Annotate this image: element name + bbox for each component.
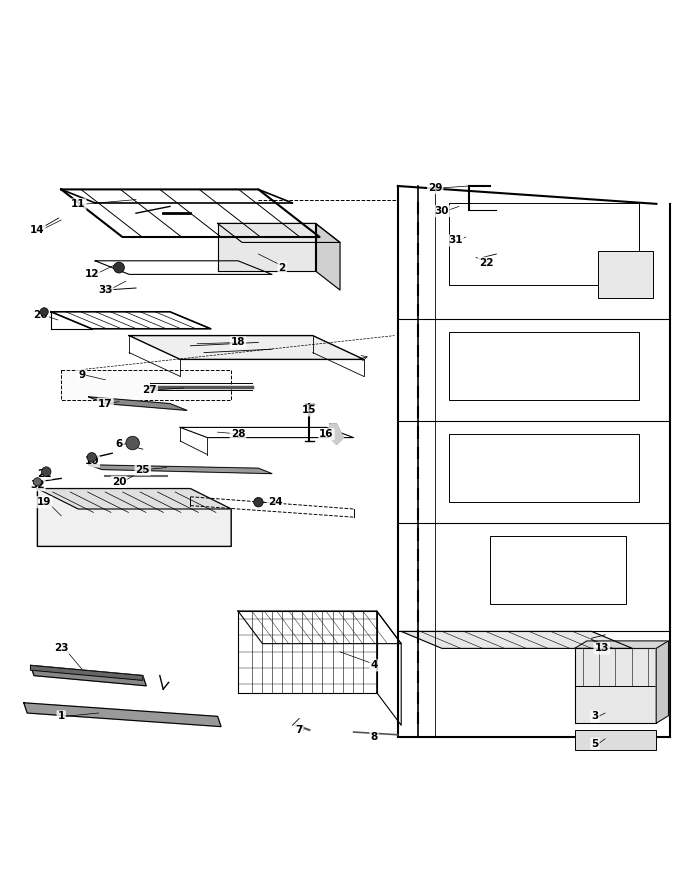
Text: 19: 19 xyxy=(37,497,52,507)
Text: 15: 15 xyxy=(302,406,317,415)
Circle shape xyxy=(33,478,41,486)
Polygon shape xyxy=(37,489,231,547)
Polygon shape xyxy=(575,641,668,648)
Bar xyxy=(449,333,639,400)
Text: 14: 14 xyxy=(30,225,45,235)
Text: 30: 30 xyxy=(435,206,449,216)
Text: 10: 10 xyxy=(84,456,99,467)
Text: 25: 25 xyxy=(135,465,150,475)
Text: 3: 3 xyxy=(592,712,598,721)
Text: 16: 16 xyxy=(319,430,334,439)
Text: 26: 26 xyxy=(33,310,48,320)
Text: 21: 21 xyxy=(37,468,52,479)
Polygon shape xyxy=(88,397,187,410)
Text: 24: 24 xyxy=(268,497,283,507)
Polygon shape xyxy=(218,223,316,271)
Bar xyxy=(490,536,626,604)
Text: 32: 32 xyxy=(30,480,45,490)
Polygon shape xyxy=(24,703,221,727)
Text: 29: 29 xyxy=(428,183,443,193)
Text: 17: 17 xyxy=(98,399,113,408)
Circle shape xyxy=(254,497,263,507)
Text: 11: 11 xyxy=(71,199,86,209)
Bar xyxy=(598,250,653,298)
Circle shape xyxy=(87,452,97,462)
Polygon shape xyxy=(37,489,231,509)
Text: 5: 5 xyxy=(592,738,598,749)
Circle shape xyxy=(40,308,48,316)
Text: 7: 7 xyxy=(296,725,303,735)
Text: 9: 9 xyxy=(78,370,85,380)
Polygon shape xyxy=(401,632,632,648)
Polygon shape xyxy=(316,223,340,290)
Circle shape xyxy=(114,262,124,273)
Circle shape xyxy=(41,467,51,476)
Bar xyxy=(575,648,656,723)
Circle shape xyxy=(126,437,139,450)
Polygon shape xyxy=(656,641,668,723)
Polygon shape xyxy=(88,465,272,474)
Polygon shape xyxy=(31,665,143,680)
Bar xyxy=(449,434,639,502)
Text: 13: 13 xyxy=(594,643,609,654)
Text: 18: 18 xyxy=(231,338,245,348)
Text: 1: 1 xyxy=(58,712,65,721)
Text: 12: 12 xyxy=(84,269,99,280)
Text: 20: 20 xyxy=(112,477,126,487)
Polygon shape xyxy=(129,335,364,359)
Text: 2: 2 xyxy=(279,263,286,273)
Polygon shape xyxy=(330,424,343,445)
Text: 23: 23 xyxy=(54,643,69,654)
Text: 33: 33 xyxy=(98,285,113,295)
Text: 4: 4 xyxy=(371,661,377,670)
Text: 6: 6 xyxy=(116,439,122,450)
Text: 28: 28 xyxy=(231,430,245,439)
Bar xyxy=(575,730,656,751)
Bar xyxy=(449,203,639,285)
Polygon shape xyxy=(31,665,146,686)
Text: 27: 27 xyxy=(142,385,157,395)
Polygon shape xyxy=(218,223,340,243)
Text: 8: 8 xyxy=(371,732,377,742)
Text: 22: 22 xyxy=(479,258,494,268)
Text: 31: 31 xyxy=(448,235,463,245)
Polygon shape xyxy=(61,370,231,400)
